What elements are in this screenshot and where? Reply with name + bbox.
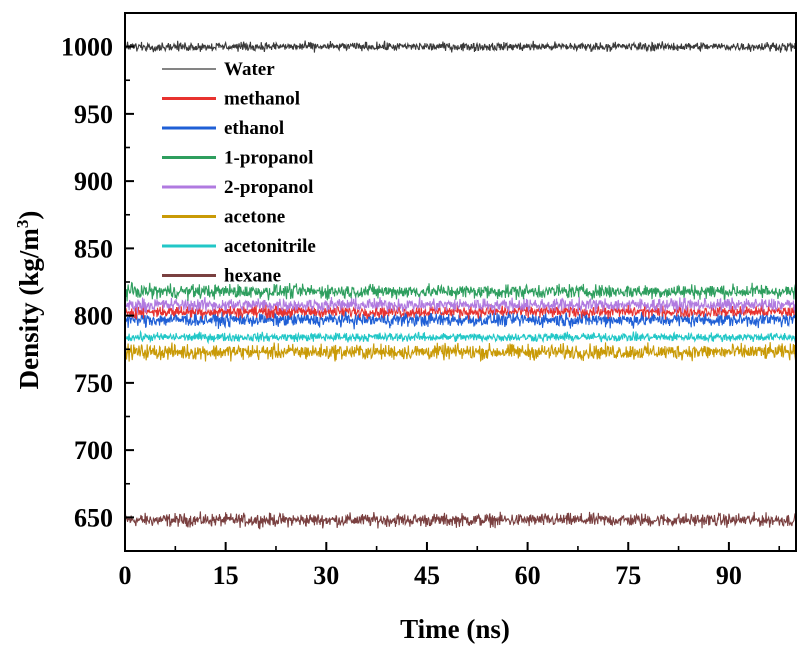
legend-item-acetonitrile: acetonitrile bbox=[162, 236, 316, 257]
legend-item-hexane: hexane bbox=[162, 266, 281, 287]
y-tick-label: 650 bbox=[74, 503, 113, 532]
x-tick-label: 90 bbox=[716, 561, 742, 590]
y-axis-title-sup: 3 bbox=[13, 220, 32, 229]
legend-label: acetone bbox=[224, 207, 285, 228]
y-tick-label: 850 bbox=[74, 234, 113, 263]
y-axis-title-close: ) bbox=[14, 211, 44, 220]
legend-label: 1-propanol bbox=[224, 148, 313, 169]
legend-label: Water bbox=[224, 59, 275, 80]
y-tick-label: 900 bbox=[74, 167, 113, 196]
x-tick-label: 60 bbox=[515, 561, 541, 590]
x-tick-label: 30 bbox=[313, 561, 339, 590]
x-tick-label: 0 bbox=[119, 561, 132, 590]
legend-item-methanol: methanol bbox=[162, 89, 300, 110]
legend-item-ethanol: ethanol bbox=[162, 118, 284, 139]
legend-label: methanol bbox=[224, 89, 300, 110]
y-tick-label: 1000 bbox=[61, 33, 113, 62]
series-line-2-propanol bbox=[124, 296, 797, 314]
legend-item-2-propanol: 2-propanol bbox=[162, 177, 313, 198]
legend-label: acetonitrile bbox=[224, 236, 316, 257]
x-tick-label: 15 bbox=[213, 561, 239, 590]
ticks-layer: 0 15 30 45 60 75 90 650 700 750 800 850 900 950 1000 bbox=[61, 12, 781, 590]
x-axis-title: Time (ns) bbox=[400, 614, 510, 644]
legend-label: 2-propanol bbox=[224, 177, 313, 198]
y-tick-label: 750 bbox=[74, 369, 113, 398]
series-line-acetone bbox=[124, 342, 797, 363]
series-line-1-propanol bbox=[124, 281, 797, 302]
series-layer bbox=[124, 40, 797, 530]
legend-item-water: Water bbox=[162, 59, 275, 80]
y-axis-title: Density (kg/m3) bbox=[13, 211, 44, 390]
series-line-acetonitrile bbox=[124, 329, 797, 345]
legend-item-1-propanol: 1-propanol bbox=[162, 148, 313, 169]
y-tick-label: 700 bbox=[74, 436, 113, 465]
y-tick-label: 950 bbox=[74, 100, 113, 129]
legend-label: hexane bbox=[224, 266, 281, 287]
legend: Water methanol ethanol 1-propanol 2-propanol… bbox=[162, 59, 316, 287]
series-line-hexane bbox=[124, 511, 797, 530]
y-tick-label: 800 bbox=[74, 302, 113, 331]
legend-label: ethanol bbox=[224, 118, 284, 139]
x-tick-label: 45 bbox=[414, 561, 440, 590]
legend-item-acetone: acetone bbox=[162, 207, 285, 228]
x-tick-label: 75 bbox=[615, 561, 641, 590]
y-axis-title-main: Density (kg/m bbox=[14, 228, 44, 390]
series-line-methanol bbox=[124, 303, 797, 320]
series-line-water bbox=[124, 40, 797, 53]
